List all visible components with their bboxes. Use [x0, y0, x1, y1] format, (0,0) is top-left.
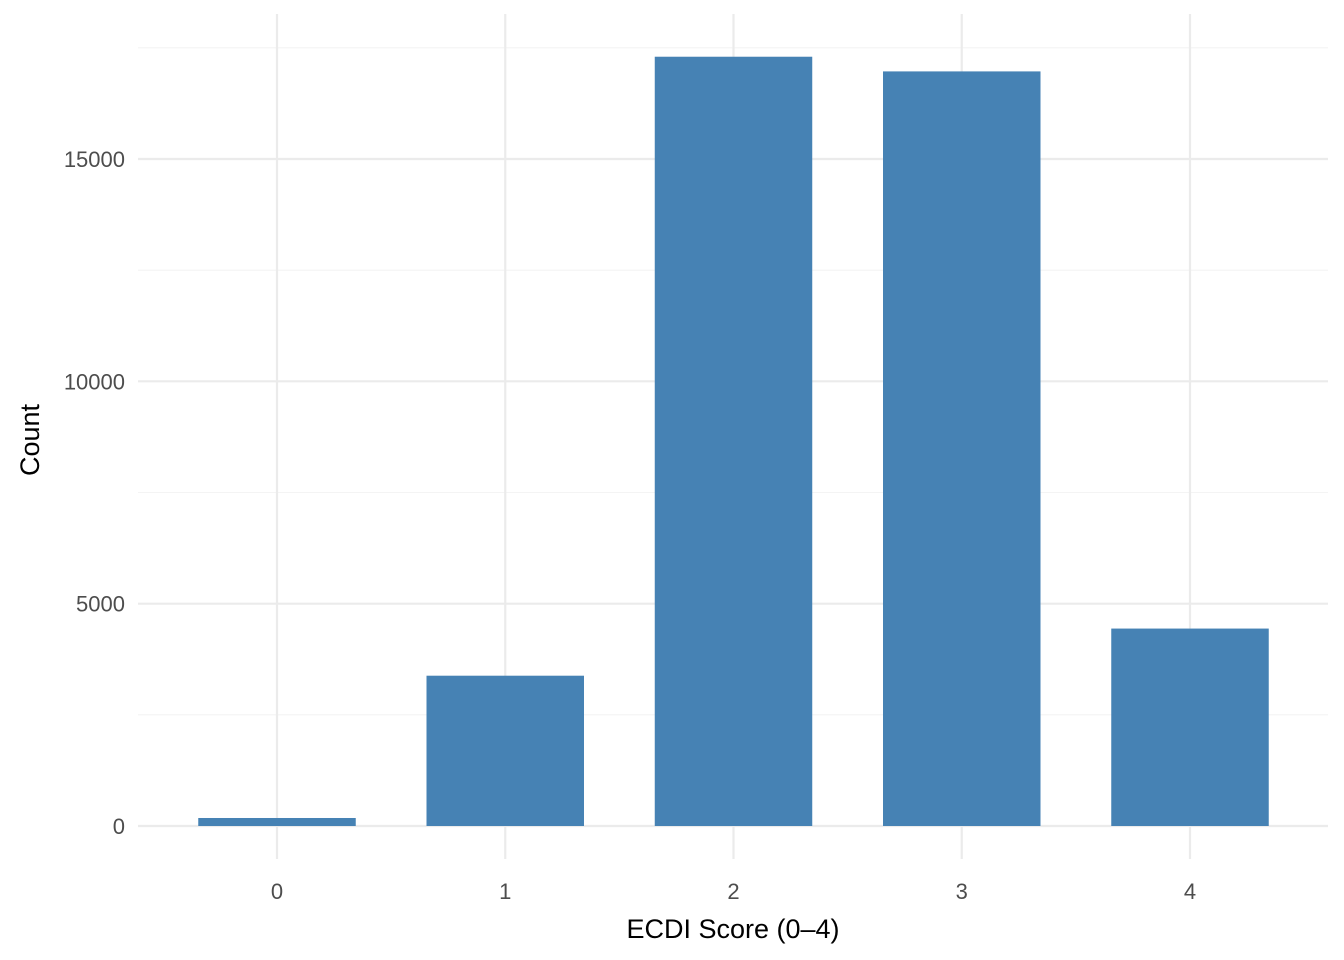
y-tick-label: 0	[113, 814, 125, 839]
x-tick-label: 4	[1184, 879, 1196, 904]
bar-2	[654, 56, 813, 826]
bars	[198, 56, 1269, 827]
y-tick-label: 10000	[64, 369, 125, 394]
bar-0	[198, 817, 356, 826]
y-tick-label: 15000	[64, 147, 125, 172]
x-tick-label: 0	[271, 879, 283, 904]
x-tick-label: 3	[956, 879, 968, 904]
y-axis-title: Count	[15, 403, 45, 476]
bar-4	[1111, 628, 1269, 826]
y-axis-ticks: 0 5000 10000 15000	[64, 147, 125, 839]
x-tick-label: 1	[499, 879, 511, 904]
y-tick-label: 5000	[76, 592, 125, 617]
x-axis-title: ECDI Score (0–4)	[626, 914, 839, 944]
x-axis-ticks: 0 1 2 3 4	[271, 879, 1196, 904]
bar-3	[883, 71, 1041, 827]
x-tick-label: 2	[727, 879, 739, 904]
bar-1	[426, 675, 584, 826]
